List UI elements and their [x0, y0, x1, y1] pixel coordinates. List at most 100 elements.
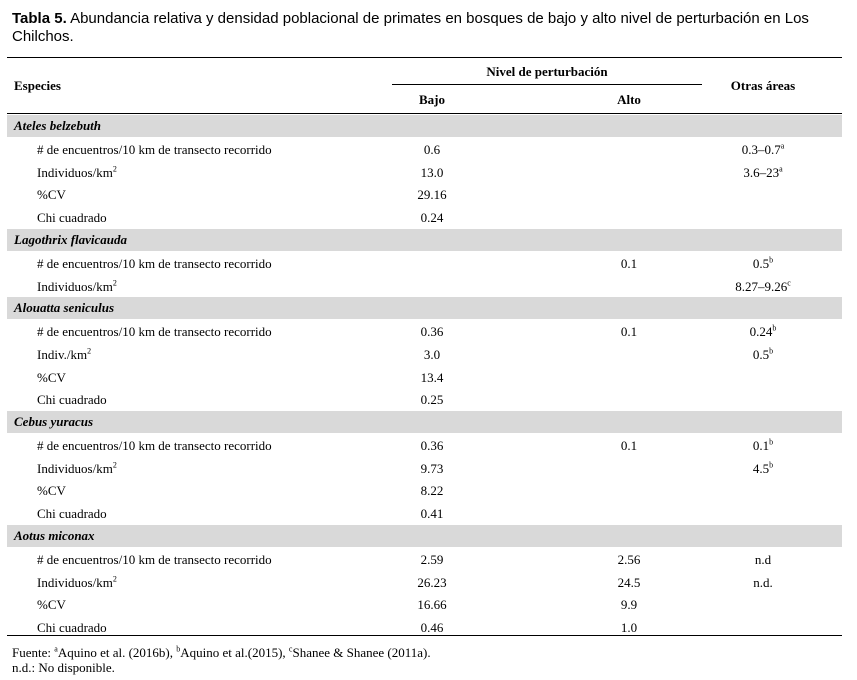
table-row: Chi cuadrado 0.41 [7, 502, 842, 525]
value-other-text: n.d [754, 551, 772, 567]
table-row: Individuos/km2 9.73 4.5b [7, 457, 842, 480]
value-low: 29.16 [417, 187, 447, 203]
value-other: 0.24b [718, 324, 808, 340]
value-other: 0.3–0.7a [718, 142, 808, 158]
value-other: 0.5b [718, 347, 808, 363]
row-label-sup: 2 [87, 346, 92, 356]
footnote-sup-a: a [54, 644, 58, 654]
row-label: Chi cuadrado [37, 506, 107, 522]
row-label: # de encuentros/10 km de transecto recor… [37, 142, 272, 158]
row-label-text: %CV [37, 597, 66, 613]
table-row: Indiv./km2 3.0 0.5b [7, 343, 842, 366]
row-label: %CV [37, 597, 66, 613]
value-other: 8.27–9.26c [718, 279, 808, 295]
row-label-text: # de encuentros/10 km de transecto recor… [37, 438, 272, 453]
value-other-text: 0.3–0.7 [741, 142, 781, 157]
table-caption: Tabla 5. Abundancia relativa y densidad … [12, 10, 842, 46]
footnote-source-b: Aquino et al.(2015), [180, 645, 289, 660]
row-label: # de encuentros/10 km de transecto recor… [37, 438, 272, 454]
row-label: Individuos/km2 [37, 575, 117, 591]
species-group-header: Cebus yuracus [7, 411, 842, 433]
value-other-text: 3.6–23 [743, 164, 780, 180]
species-group-header: Alouatta seniculus [7, 297, 842, 320]
footnote-source-a: Aquino et al. (2016b), [57, 645, 177, 660]
value-high: 9.9 [620, 597, 638, 613]
table-row: Individuos/km2 13.0 3.6–23a [7, 161, 842, 184]
row-label: # de encuentros/10 km de transecto recor… [37, 552, 272, 568]
header-low: Bajo [419, 92, 445, 107]
value-other-text: 0.1 [752, 438, 770, 453]
value-other-text: 4.5 [752, 460, 770, 476]
table-row: # de encuentros/10 km de transecto recor… [7, 548, 842, 571]
value-low: 2.59 [420, 551, 444, 567]
value-other-sup: b [769, 437, 774, 447]
row-label-sup: 2 [112, 574, 117, 584]
row-label: Chi cuadrado [37, 392, 107, 408]
value-high: 0.1 [620, 324, 638, 340]
row-label-sup: 2 [112, 278, 117, 288]
value-other: 0.1b [718, 438, 808, 454]
row-label: Individuos/km2 [37, 165, 117, 181]
row-label-text: %CV [37, 483, 66, 499]
caption-text: Abundancia relativa y densidad poblacion… [12, 10, 809, 45]
value-low: 13.4 [420, 369, 444, 385]
table-row: %CV 29.16 [7, 183, 842, 206]
row-label: %CV [37, 483, 66, 499]
value-other: n.d. [718, 575, 808, 591]
species-group-header: Lagothrix flavicauda [7, 228, 842, 251]
row-label-text: %CV [37, 369, 66, 385]
value-other-text: 8.27–9.26 [735, 278, 788, 294]
footnote-sup-b: b [176, 644, 181, 654]
table-row: Individuos/km2 8.27–9.26c [7, 275, 842, 298]
value-other: 0.5b [718, 256, 808, 272]
table-row: # de encuentros/10 km de transecto recor… [7, 434, 842, 457]
value-other-text: 0.5 [752, 346, 770, 362]
row-label: %CV [37, 187, 66, 203]
row-label: Chi cuadrado [37, 620, 107, 636]
value-other-text: 0.5 [752, 255, 770, 271]
row-label-text: Chi cuadrado [37, 619, 107, 635]
row-label-text: # de encuentros/10 km de transecto recor… [37, 551, 272, 567]
table-row: # de encuentros/10 km de transecto recor… [7, 320, 842, 343]
table-row: # de encuentros/10 km de transecto recor… [7, 138, 842, 161]
value-other-sup: a [779, 164, 783, 174]
row-label-text: Indiv./km [37, 346, 88, 362]
species-group-header: Aotus miconax [7, 524, 842, 547]
value-low: 8.22 [420, 483, 444, 499]
header-species: Especies [14, 78, 61, 93]
footnote: Fuente: aAquino et al. (2016b), bAquino … [12, 645, 431, 661]
row-label: # de encuentros/10 km de transecto recor… [37, 256, 272, 272]
value-low: 0.41 [420, 506, 444, 522]
table-row: Chi cuadrado 0.46 1.0 [7, 616, 842, 639]
table-row: %CV 13.4 [7, 366, 842, 389]
table-row: Individuos/km2 26.23 24.5 n.d. [7, 571, 842, 594]
table-row: Chi cuadrado 0.25 [7, 388, 842, 411]
value-other-text: n.d. [753, 574, 773, 590]
value-low: 0.24 [420, 210, 444, 226]
row-label-text: # de encuentros/10 km de transecto recor… [37, 324, 272, 340]
header-high: Alto [617, 92, 641, 107]
value-high: 1.0 [620, 619, 638, 635]
value-other-sup: b [769, 255, 774, 265]
row-label-text: %CV [37, 187, 66, 203]
table-row: Chi cuadrado 0.24 [7, 206, 842, 229]
footnote-source-c: Shanee & Shanee (2011a). [292, 645, 431, 660]
value-other-sup: b [769, 460, 774, 470]
value-low: 0.25 [420, 392, 444, 408]
row-label-text: # de encuentros/10 km de transecto recor… [37, 142, 272, 157]
value-low: 0.6 [423, 142, 441, 157]
row-label-text: Individuos/km [37, 278, 113, 294]
row-label: # de encuentros/10 km de transecto recor… [37, 324, 272, 340]
value-other-sup: b [772, 323, 777, 333]
species-name: Cebus yuracus [14, 414, 94, 429]
bottom-rule [7, 635, 842, 636]
row-label: %CV [37, 370, 66, 386]
species-name: Lagothrix flavicauda [14, 231, 128, 247]
row-label-text: # de encuentros/10 km de transecto recor… [37, 255, 272, 271]
species-group-header: Ateles belzebuth [7, 115, 842, 137]
row-label-sup: 2 [112, 164, 117, 174]
table-row: %CV 8.22 [7, 479, 842, 502]
table-row: # de encuentros/10 km de transecto recor… [7, 252, 842, 275]
row-label-text: Chi cuadrado [37, 210, 107, 226]
row-label: Individuos/km2 [37, 461, 117, 477]
